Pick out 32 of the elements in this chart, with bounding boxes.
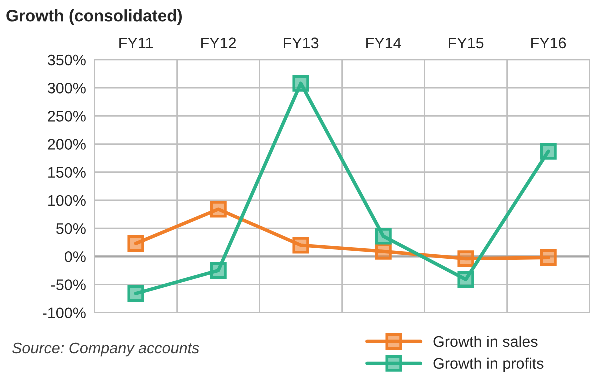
- point: [210, 262, 227, 280]
- y-tick-label: 0%: [64, 252, 86, 262]
- x-tick-label: FY15: [449, 38, 484, 49]
- legend-label: Growth in sales: [434, 336, 538, 348]
- y-tick-label: -50%: [51, 280, 86, 290]
- point: [210, 201, 227, 218]
- point: [292, 237, 310, 254]
- source-note: Source: Company accounts: [12, 342, 200, 357]
- y-tick-label: 300%: [48, 82, 86, 94]
- point: [540, 143, 557, 160]
- legend-label: Growth in profits: [434, 358, 544, 372]
- point: [540, 249, 557, 266]
- x-tick-label: FY16: [532, 38, 566, 49]
- point: [375, 243, 392, 260]
- point: [292, 75, 310, 92]
- point: [458, 250, 474, 268]
- y-tick-label: 50%: [56, 223, 86, 234]
- point: [375, 228, 392, 245]
- x-tick-label: FY12: [202, 38, 236, 48]
- x-tick-label: FY14: [366, 38, 402, 48]
- y-tick-label: 350%: [48, 54, 86, 66]
- point: [458, 271, 474, 288]
- y-tick-label: 100%: [48, 195, 86, 206]
- y-tick-label: 200%: [48, 139, 86, 150]
- chart-title: Growth (consolidated): [6, 10, 182, 26]
- x-tick-label: FY13: [284, 38, 319, 49]
- x-tick-label: FY11: [120, 38, 153, 48]
- y-tick-label: -100%: [42, 308, 86, 319]
- point: [128, 285, 144, 302]
- point: [128, 235, 144, 252]
- y-tick-label: 250%: [48, 111, 86, 122]
- y-tick-label: 150%: [48, 167, 86, 178]
